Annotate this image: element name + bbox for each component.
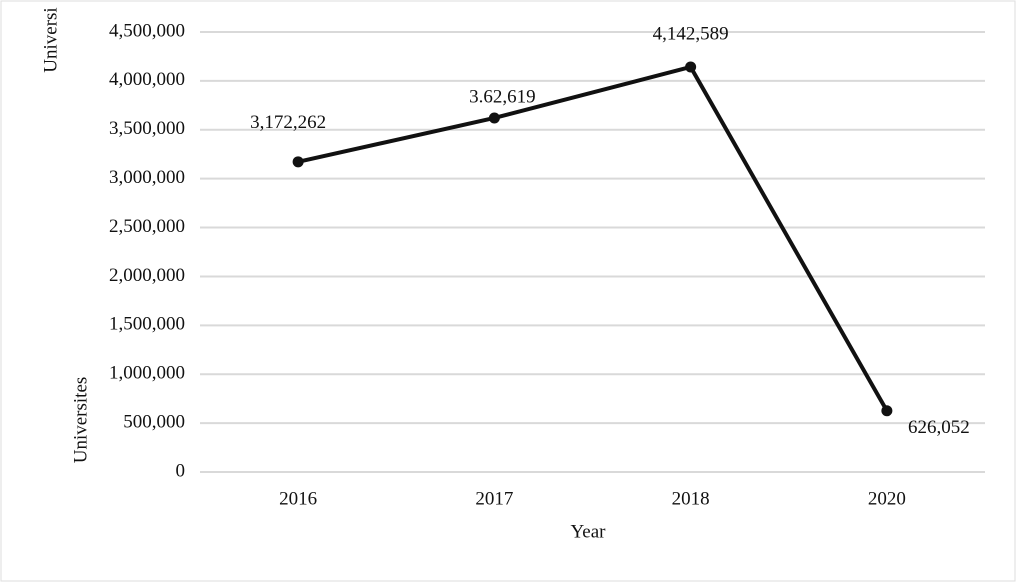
x-tick-label: 2017	[475, 488, 513, 509]
data-point	[292, 156, 304, 168]
data-point	[685, 61, 697, 73]
series-line	[297, 64, 889, 412]
y-tick-label: 0	[176, 460, 186, 481]
y-tick-label: 2,000,000	[109, 265, 185, 286]
data-point	[881, 405, 893, 417]
y-tick-label: 2,500,000	[109, 216, 185, 237]
y-tick-label: 4,500,000	[109, 20, 185, 41]
x-axis-label: Year	[570, 521, 606, 542]
annotation: Universi	[40, 7, 61, 72]
y-tick-label: 1,000,000	[109, 363, 185, 384]
y-tick-label: 3,500,000	[109, 118, 185, 139]
data-label: 4,142,589	[653, 23, 729, 44]
y-tick-label: 1,500,000	[109, 314, 185, 335]
y-tick-label: 500,000	[123, 411, 185, 432]
data-label: 3.62,619	[469, 86, 536, 107]
x-tick-label: 2020	[868, 488, 906, 509]
data-label: 3,172,262	[250, 112, 326, 133]
data-label: 626,052	[908, 417, 970, 438]
x-tick-label: 2016	[279, 488, 317, 509]
y-axis-label: Universites	[70, 377, 91, 464]
x-tick-label: 2018	[672, 488, 710, 509]
data-point	[488, 112, 500, 124]
y-tick-label: 4,000,000	[109, 69, 185, 90]
y-tick-label: 3,000,000	[109, 167, 185, 188]
